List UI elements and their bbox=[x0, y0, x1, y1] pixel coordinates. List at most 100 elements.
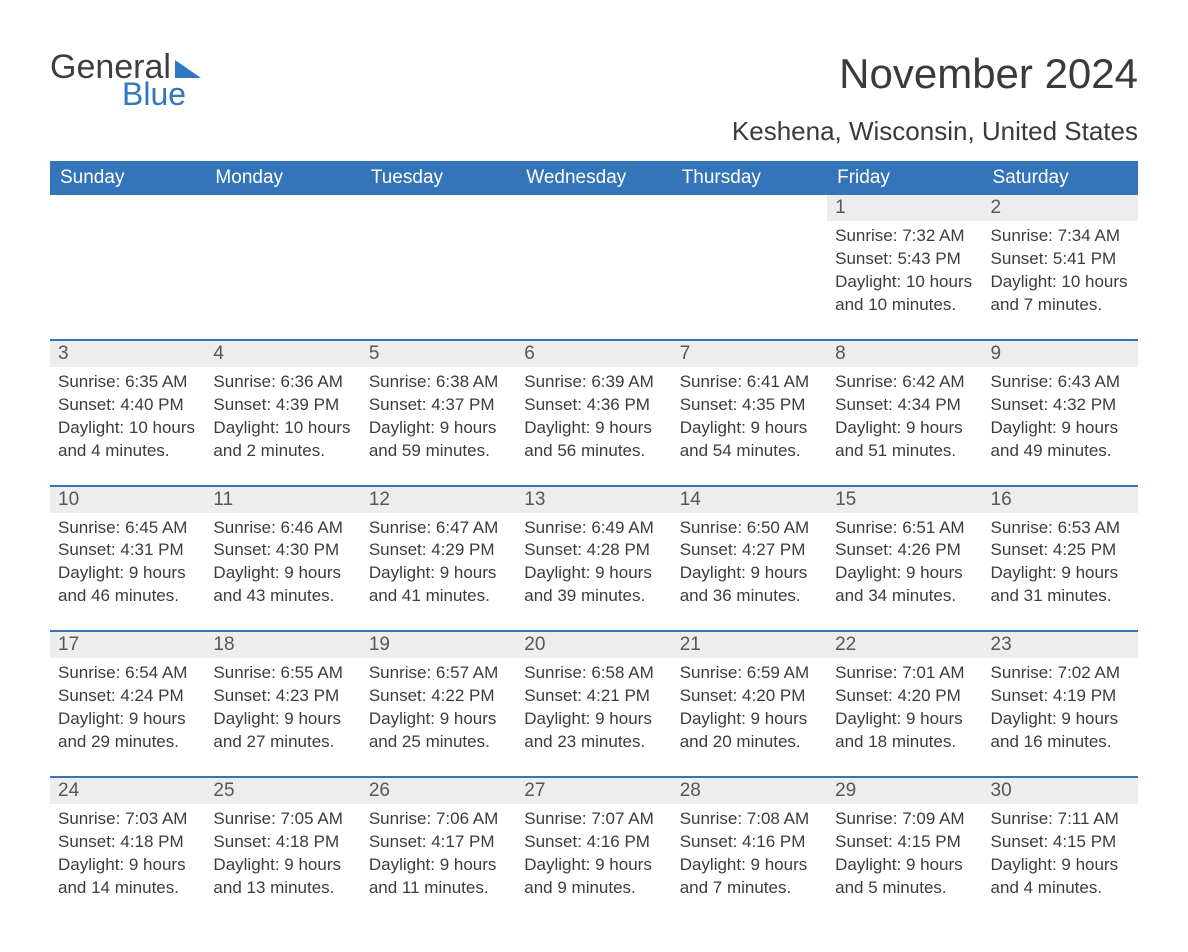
daylight-line: Daylight: 9 hours and 18 minutes. bbox=[835, 708, 974, 754]
calendar-cell: 26Sunrise: 7:06 AMSunset: 4:17 PMDayligh… bbox=[361, 777, 516, 922]
daylight-line: Daylight: 9 hours and 34 minutes. bbox=[835, 562, 974, 608]
day-data: Sunrise: 7:06 AMSunset: 4:17 PMDaylight:… bbox=[361, 804, 516, 922]
calendar-header-row: SundayMondayTuesdayWednesdayThursdayFrid… bbox=[50, 161, 1138, 195]
calendar-cell bbox=[205, 195, 360, 340]
day-number: 28 bbox=[672, 778, 827, 804]
day-number: 24 bbox=[50, 778, 205, 804]
calendar-cell bbox=[361, 195, 516, 340]
calendar-cell: 6Sunrise: 6:39 AMSunset: 4:36 PMDaylight… bbox=[516, 340, 671, 486]
sunset-line: Sunset: 4:18 PM bbox=[58, 831, 197, 854]
calendar-cell: 17Sunrise: 6:54 AMSunset: 4:24 PMDayligh… bbox=[50, 631, 205, 777]
calendar-cell: 28Sunrise: 7:08 AMSunset: 4:16 PMDayligh… bbox=[672, 777, 827, 922]
day-data: Sunrise: 7:32 AMSunset: 5:43 PMDaylight:… bbox=[827, 221, 982, 339]
day-number: 15 bbox=[827, 487, 982, 513]
day-number: 14 bbox=[672, 487, 827, 513]
day-data: Sunrise: 6:53 AMSunset: 4:25 PMDaylight:… bbox=[983, 513, 1138, 631]
calendar-cell: 12Sunrise: 6:47 AMSunset: 4:29 PMDayligh… bbox=[361, 486, 516, 632]
day-number bbox=[205, 195, 360, 221]
day-number: 17 bbox=[50, 632, 205, 658]
calendar-cell: 11Sunrise: 6:46 AMSunset: 4:30 PMDayligh… bbox=[205, 486, 360, 632]
calendar-cell: 23Sunrise: 7:02 AMSunset: 4:19 PMDayligh… bbox=[983, 631, 1138, 777]
day-data bbox=[205, 221, 360, 247]
day-number: 21 bbox=[672, 632, 827, 658]
sunset-line: Sunset: 4:17 PM bbox=[369, 831, 508, 854]
sunset-line: Sunset: 5:41 PM bbox=[991, 248, 1130, 271]
day-number: 16 bbox=[983, 487, 1138, 513]
calendar-cell: 5Sunrise: 6:38 AMSunset: 4:37 PMDaylight… bbox=[361, 340, 516, 486]
daylight-line: Daylight: 9 hours and 46 minutes. bbox=[58, 562, 197, 608]
sunrise-line: Sunrise: 6:57 AM bbox=[369, 662, 508, 685]
sunset-line: Sunset: 4:20 PM bbox=[835, 685, 974, 708]
sunrise-line: Sunrise: 6:58 AM bbox=[524, 662, 663, 685]
daylight-line: Daylight: 9 hours and 4 minutes. bbox=[991, 854, 1130, 900]
calendar-week-row: 3Sunrise: 6:35 AMSunset: 4:40 PMDaylight… bbox=[50, 340, 1138, 486]
sunset-line: Sunset: 4:26 PM bbox=[835, 539, 974, 562]
daylight-line: Daylight: 9 hours and 29 minutes. bbox=[58, 708, 197, 754]
calendar-cell: 14Sunrise: 6:50 AMSunset: 4:27 PMDayligh… bbox=[672, 486, 827, 632]
daylight-line: Daylight: 9 hours and 20 minutes. bbox=[680, 708, 819, 754]
day-number: 25 bbox=[205, 778, 360, 804]
day-data: Sunrise: 6:57 AMSunset: 4:22 PMDaylight:… bbox=[361, 658, 516, 776]
day-data: Sunrise: 6:36 AMSunset: 4:39 PMDaylight:… bbox=[205, 367, 360, 485]
day-number: 8 bbox=[827, 341, 982, 367]
sunrise-line: Sunrise: 6:36 AM bbox=[213, 371, 352, 394]
calendar-table: SundayMondayTuesdayWednesdayThursdayFrid… bbox=[50, 161, 1138, 922]
day-data bbox=[516, 221, 671, 247]
sunrise-line: Sunrise: 6:46 AM bbox=[213, 517, 352, 540]
sunset-line: Sunset: 4:18 PM bbox=[213, 831, 352, 854]
daylight-line: Daylight: 9 hours and 11 minutes. bbox=[369, 854, 508, 900]
day-data: Sunrise: 6:49 AMSunset: 4:28 PMDaylight:… bbox=[516, 513, 671, 631]
day-data: Sunrise: 6:38 AMSunset: 4:37 PMDaylight:… bbox=[361, 367, 516, 485]
day-number: 30 bbox=[983, 778, 1138, 804]
sunrise-line: Sunrise: 6:35 AM bbox=[58, 371, 197, 394]
daylight-line: Daylight: 9 hours and 51 minutes. bbox=[835, 417, 974, 463]
daylight-line: Daylight: 9 hours and 9 minutes. bbox=[524, 854, 663, 900]
calendar-cell: 24Sunrise: 7:03 AMSunset: 4:18 PMDayligh… bbox=[50, 777, 205, 922]
day-number: 7 bbox=[672, 341, 827, 367]
day-header-friday: Friday bbox=[827, 161, 982, 195]
sunset-line: Sunset: 4:40 PM bbox=[58, 394, 197, 417]
day-data: Sunrise: 7:01 AMSunset: 4:20 PMDaylight:… bbox=[827, 658, 982, 776]
calendar-cell: 8Sunrise: 6:42 AMSunset: 4:34 PMDaylight… bbox=[827, 340, 982, 486]
sunset-line: Sunset: 4:35 PM bbox=[680, 394, 819, 417]
sunrise-line: Sunrise: 7:09 AM bbox=[835, 808, 974, 831]
calendar-cell: 16Sunrise: 6:53 AMSunset: 4:25 PMDayligh… bbox=[983, 486, 1138, 632]
sunrise-line: Sunrise: 6:54 AM bbox=[58, 662, 197, 685]
day-number: 29 bbox=[827, 778, 982, 804]
sunset-line: Sunset: 4:28 PM bbox=[524, 539, 663, 562]
calendar-cell: 21Sunrise: 6:59 AMSunset: 4:20 PMDayligh… bbox=[672, 631, 827, 777]
day-data: Sunrise: 7:03 AMSunset: 4:18 PMDaylight:… bbox=[50, 804, 205, 922]
sunset-line: Sunset: 4:34 PM bbox=[835, 394, 974, 417]
day-data: Sunrise: 7:05 AMSunset: 4:18 PMDaylight:… bbox=[205, 804, 360, 922]
day-data: Sunrise: 6:43 AMSunset: 4:32 PMDaylight:… bbox=[983, 367, 1138, 485]
daylight-line: Daylight: 10 hours and 7 minutes. bbox=[991, 271, 1130, 317]
header: General Blue November 2024 bbox=[50, 50, 1138, 110]
sunset-line: Sunset: 4:16 PM bbox=[524, 831, 663, 854]
day-number: 18 bbox=[205, 632, 360, 658]
sunrise-line: Sunrise: 6:49 AM bbox=[524, 517, 663, 540]
sunset-line: Sunset: 5:43 PM bbox=[835, 248, 974, 271]
day-data: Sunrise: 7:34 AMSunset: 5:41 PMDaylight:… bbox=[983, 221, 1138, 339]
sunrise-line: Sunrise: 7:06 AM bbox=[369, 808, 508, 831]
sunset-line: Sunset: 4:19 PM bbox=[991, 685, 1130, 708]
day-data: Sunrise: 6:54 AMSunset: 4:24 PMDaylight:… bbox=[50, 658, 205, 776]
day-data: Sunrise: 7:08 AMSunset: 4:16 PMDaylight:… bbox=[672, 804, 827, 922]
sunrise-line: Sunrise: 7:11 AM bbox=[991, 808, 1130, 831]
sunset-line: Sunset: 4:25 PM bbox=[991, 539, 1130, 562]
sunset-line: Sunset: 4:23 PM bbox=[213, 685, 352, 708]
daylight-line: Daylight: 9 hours and 27 minutes. bbox=[213, 708, 352, 754]
daylight-line: Daylight: 9 hours and 16 minutes. bbox=[991, 708, 1130, 754]
day-data bbox=[672, 221, 827, 247]
calendar-cell: 25Sunrise: 7:05 AMSunset: 4:18 PMDayligh… bbox=[205, 777, 360, 922]
day-number: 4 bbox=[205, 341, 360, 367]
day-data: Sunrise: 6:45 AMSunset: 4:31 PMDaylight:… bbox=[50, 513, 205, 631]
daylight-line: Daylight: 10 hours and 2 minutes. bbox=[213, 417, 352, 463]
day-number: 19 bbox=[361, 632, 516, 658]
day-number: 22 bbox=[827, 632, 982, 658]
day-data: Sunrise: 6:58 AMSunset: 4:21 PMDaylight:… bbox=[516, 658, 671, 776]
sunrise-line: Sunrise: 6:59 AM bbox=[680, 662, 819, 685]
day-header-saturday: Saturday bbox=[983, 161, 1138, 195]
calendar-cell: 15Sunrise: 6:51 AMSunset: 4:26 PMDayligh… bbox=[827, 486, 982, 632]
day-number: 9 bbox=[983, 341, 1138, 367]
day-number: 11 bbox=[205, 487, 360, 513]
